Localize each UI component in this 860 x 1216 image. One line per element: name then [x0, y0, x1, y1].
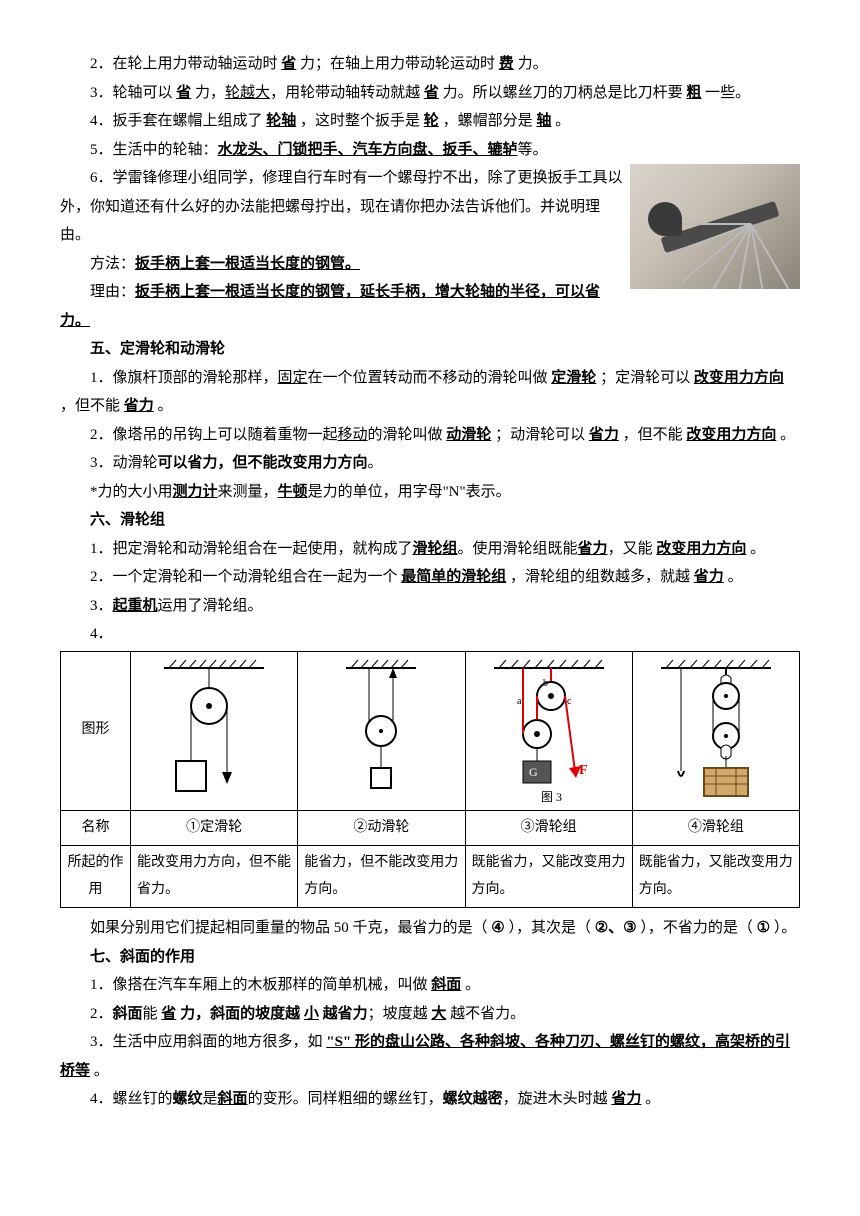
svg-text:c: c [567, 696, 572, 707]
para-7-2: 2．斜面能 省 力，斜面的坡度越 小 越省力；坡度越 大 越不省力。 [60, 1000, 800, 1029]
svg-text:b: b [543, 678, 548, 689]
para-6-2: 2．一个定滑轮和一个动滑轮组合在一起为一个 最简单的滑轮组 ，滑轮组的组数越多，… [60, 563, 800, 592]
para-7-1: 1．像搭在汽车车厢上的木板那样的简单机械，叫做 斜面 。 [60, 971, 800, 1000]
para-7-3: 3．生活中应用斜面的地方很多，如 "S" 形的盘山公路、各种斜坡、各种刀刃、螺丝… [60, 1028, 800, 1085]
table-row-name: 名称 ①定滑轮 ②动滑轮 ③滑轮组 ④滑轮组 [61, 810, 800, 846]
heading-6: 六、滑轮组 [60, 506, 800, 535]
para-6-3: 3．起重机运用了滑轮组。 [60, 592, 800, 621]
para-7-4: 4．螺丝钉的螺纹是斜面的变形。同样粗细的螺丝钉，螺纹越密，旋进木头时越 省力 。 [60, 1085, 800, 1114]
table-row-diagram: 图形 [61, 651, 800, 810]
diagram-pulley-system-2 [632, 651, 799, 810]
svg-text:图 3: 图 3 [541, 790, 562, 804]
para-2: 2．在轮上用力带动轴运动时 省 力；在轴上用力带动轮运动时 费 力。 [60, 50, 800, 79]
para-4: 4．扳手套在螺帽上组成了 轮轴 ，这时整个扳手是 轮 ，螺帽部分是 轴 。 [60, 107, 800, 136]
para-5-1: 1．像旗杆顶部的滑轮那样，固定在一个位置转动而不移动的滑轮叫做 定滑轮 ；定滑轮… [60, 364, 800, 421]
para-5-3: 3．动滑轮可以省力，但不能改变用力方向。 [60, 449, 800, 478]
row-header-shape: 图形 [61, 651, 131, 810]
diagram-fixed-pulley [131, 651, 298, 810]
diagram-pulley-system-1: G F a b c 图 3 [465, 651, 632, 810]
table-row-role: 所起的作用 能改变用力方向，但不能省力。 能省力，但不能改变用力方向。 既能省力… [61, 846, 800, 908]
para-5-2: 2．像塔吊的吊钩上可以随着重物一起移动的滑轮叫做 动滑轮 ；动滑轮可以 省力 ，… [60, 421, 800, 450]
para-5-star: *力的大小用测力计来测量，牛顿是力的单位，用字母"N"表示。 [60, 478, 800, 507]
wrench-photo [630, 164, 800, 289]
pulley-table: 图形 [60, 651, 800, 909]
heading-7: 七、斜面的作用 [60, 943, 800, 972]
svg-text:a: a [517, 696, 522, 707]
para-5: 5．生活中的轮轴：水龙头、门锁把手、汽车方向盘、扳手、辘轳等。 [60, 136, 800, 165]
heading-5: 五、定滑轮和动滑轮 [60, 335, 800, 364]
para-3: 3．轮轴可以 省 力，轮越大，用轮带动轴转动就越 省 力。所以螺丝刀的刀柄总是比… [60, 79, 800, 108]
svg-text:G: G [529, 765, 538, 779]
para-6-1: 1．把定滑轮和动滑轮组合在一起使用，就构成了滑轮组。使用滑轮组既能省力，又能 改… [60, 535, 800, 564]
document-body: 2．在轮上用力带动轴运动时 省 力；在轴上用力带动轮运动时 费 力。 3．轮轴可… [60, 50, 800, 1114]
svg-text:F: F [579, 763, 588, 778]
para-compare: 如果分别用它们提起相同重量的物品 50 千克，最省力的是（ ④ ），其次是（ ②… [60, 914, 800, 943]
para-6-4: 4． [60, 620, 800, 649]
diagram-movable-pulley [298, 651, 465, 810]
